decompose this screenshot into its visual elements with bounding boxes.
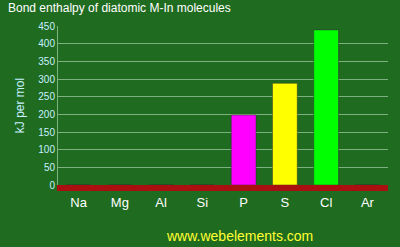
svg-text:450: 450	[38, 21, 55, 32]
svg-text:Mg: Mg	[111, 195, 129, 210]
svg-text:250: 250	[38, 91, 55, 102]
svg-text:50: 50	[44, 162, 56, 173]
svg-text:100: 100	[38, 144, 55, 155]
svg-text:S: S	[281, 195, 290, 210]
svg-text:Na: Na	[70, 195, 87, 210]
svg-text:P: P	[239, 195, 248, 210]
svg-text:0: 0	[49, 180, 55, 191]
svg-text:Ar: Ar	[361, 195, 375, 210]
svg-text:Cl: Cl	[320, 195, 332, 210]
svg-text:www.webelements.com: www.webelements.com	[166, 228, 313, 244]
svg-text:kJ per mol: kJ per mol	[13, 78, 27, 133]
svg-text:150: 150	[38, 127, 55, 138]
svg-text:200: 200	[38, 109, 55, 120]
svg-text:Al: Al	[155, 195, 167, 210]
svg-text:Si: Si	[197, 195, 209, 210]
svg-text:350: 350	[38, 56, 55, 67]
svg-text:300: 300	[38, 74, 55, 85]
svg-text:400: 400	[38, 38, 55, 49]
svg-text:Bond enthalpy of diatomic M-In: Bond enthalpy of diatomic M-In molecules	[8, 1, 231, 15]
